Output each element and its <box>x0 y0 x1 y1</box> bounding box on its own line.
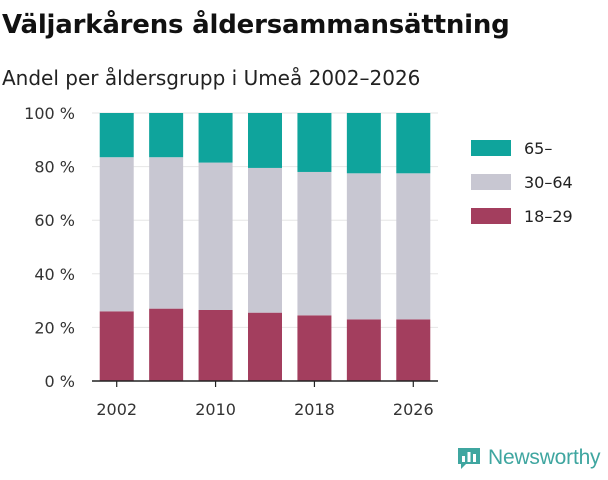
stacked-bar-chart: 0 % 20 % 40 % 60 % 80 % 100 % 2002 2010 2018 2026… <box>24 104 573 419</box>
legend-label: 18–29 <box>524 207 573 226</box>
y-tick-label: 20 % <box>34 318 75 337</box>
bar-segment-65– <box>99 113 134 158</box>
bar-segment-18–29 <box>198 309 233 381</box>
bar-segment-30–64 <box>297 171 332 316</box>
bar-segment-30–64 <box>396 173 431 320</box>
x-tick-label: 2026 <box>393 400 434 419</box>
legend-swatch <box>471 174 511 190</box>
bar-segment-65– <box>297 113 332 172</box>
y-tick-label: 80 % <box>34 158 75 177</box>
bar-segment-65– <box>346 113 381 174</box>
bar-segment-30–64 <box>198 162 233 310</box>
bar-segment-65– <box>396 113 431 174</box>
bar-segment-30–64 <box>99 157 134 312</box>
bar-segment-30–64 <box>248 167 282 313</box>
x-tick-label: 2010 <box>195 400 236 419</box>
legend-label: 65– <box>524 139 552 158</box>
bar-segment-30–64 <box>149 157 184 309</box>
legend-label: 30–64 <box>524 173 573 192</box>
newsworthy-logo: Newsworthy <box>456 446 601 470</box>
bar-segment-65– <box>149 113 184 158</box>
bar-segment-18–29 <box>396 319 431 381</box>
bar-segment-18–29 <box>248 312 282 381</box>
bar-segment-18–29 <box>149 308 184 381</box>
y-tick-label: 40 % <box>34 265 75 284</box>
legend-swatch <box>471 208 511 224</box>
x-tick-label: 2002 <box>96 400 137 419</box>
chart-title: Väljarkårens åldersammansättning <box>2 10 510 40</box>
y-tick-label: 0 % <box>45 372 75 391</box>
logo-text: Newsworthy <box>488 446 601 469</box>
y-tick-label: 60 % <box>34 211 75 230</box>
chart-subtitle: Andel per åldersgrupp i Umeå 2002–2026 <box>2 66 421 90</box>
bar-segment-18–29 <box>346 319 381 381</box>
bar-segment-18–29 <box>297 315 332 381</box>
bar-segment-65– <box>248 113 282 168</box>
bar-segment-30–64 <box>346 173 381 320</box>
bar-segment-65– <box>198 113 233 163</box>
x-tick-label: 2018 <box>294 400 335 419</box>
y-tick-label: 100 % <box>24 104 75 123</box>
bar-chart-speech-bubble-icon <box>458 448 480 469</box>
legend-swatch <box>471 140 511 156</box>
bar-segment-18–29 <box>99 311 134 381</box>
